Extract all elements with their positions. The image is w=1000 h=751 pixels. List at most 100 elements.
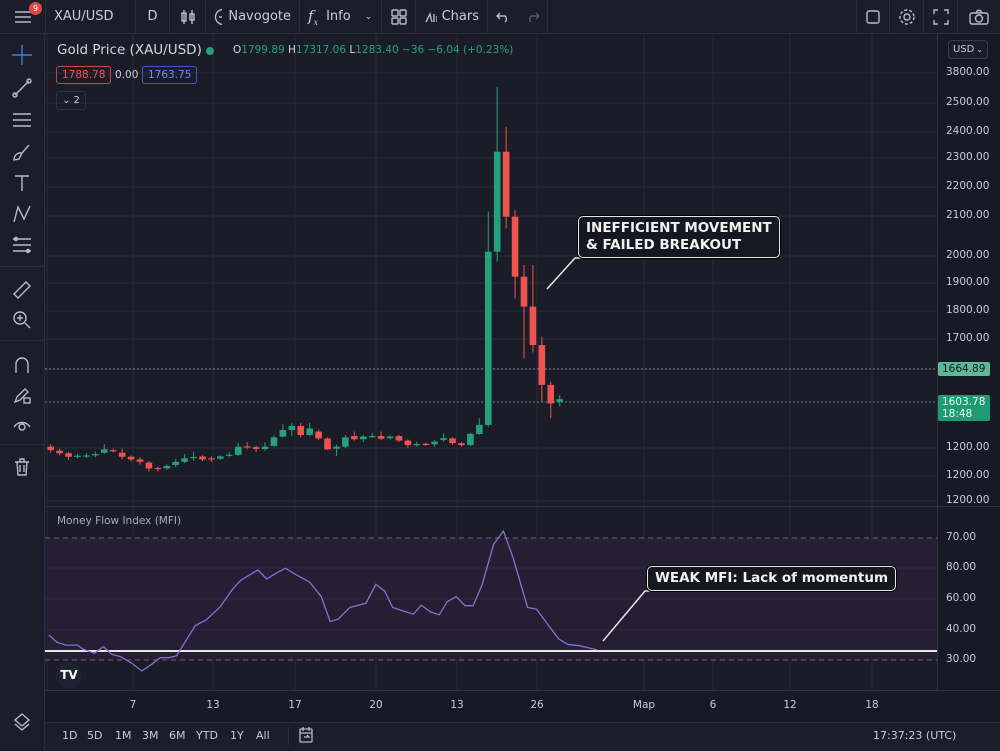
range-button-3m[interactable]: 3M: [142, 729, 159, 742]
range-button-ytd[interactable]: YTD: [196, 729, 218, 742]
candle-body: [351, 436, 358, 440]
range-button-1m[interactable]: 1M: [115, 729, 132, 742]
time-tick-label: 7: [129, 699, 137, 711]
price-tick-label: 1200.00: [946, 494, 990, 506]
candle-body: [56, 450, 63, 454]
fullscreen-toggle-button[interactable]: [856, 0, 890, 33]
horizontal-lines-tool[interactable]: [10, 108, 34, 132]
object-tree-button[interactable]: [10, 710, 34, 734]
utc-clock[interactable]: 17:37:23 (UTC): [873, 729, 957, 742]
candle-body: [181, 458, 188, 462]
candle-body: [359, 436, 367, 440]
square-icon: [866, 9, 880, 24]
lock-drawings-tool[interactable]: [10, 383, 34, 407]
price-tick-label: 1700.00: [946, 332, 990, 344]
lines-icon: [13, 113, 31, 127]
price-tick-label: 2200.00: [946, 180, 990, 192]
low-label: L: [349, 44, 356, 56]
zoom-tool[interactable]: [10, 308, 34, 332]
candle-body: [47, 446, 54, 451]
notification-badge: 9: [29, 2, 42, 15]
candle-body: [65, 453, 72, 457]
redo-button[interactable]: [518, 0, 548, 33]
magnet-tool[interactable]: [10, 353, 34, 377]
text-tool[interactable]: [10, 171, 34, 195]
text-icon: [15, 175, 29, 191]
candle-body: [458, 443, 465, 446]
candle-body: [493, 151, 501, 252]
undo-button[interactable]: [488, 0, 518, 33]
annotation-line: INEFFICIENT MOVEMENT: [586, 220, 772, 236]
measure-tool[interactable]: [10, 278, 34, 302]
candle-body: [92, 454, 99, 456]
candle-body: [511, 216, 519, 277]
candle-body: [172, 461, 180, 465]
price-tick-label: 1900.00: [946, 276, 990, 288]
candle-body: [83, 455, 90, 457]
tradingview-logo[interactable]: TV: [56, 662, 82, 688]
range-button-6m[interactable]: 6M: [169, 729, 186, 742]
gear-icon: [899, 8, 915, 25]
brush-tool[interactable]: [10, 140, 34, 164]
candle-body: [199, 456, 206, 460]
indicator-count: 2: [73, 95, 80, 106]
brush-icon: [13, 144, 30, 161]
pattern-icon: [13, 205, 31, 223]
layout-button[interactable]: [382, 0, 416, 33]
range-button-5d[interactable]: 5D: [87, 729, 103, 742]
indicators-button[interactable]: fx Info ⌄: [300, 0, 382, 33]
navigate-button[interactable]: Navogote: [206, 0, 300, 33]
fullscreen-button[interactable]: [924, 0, 958, 33]
magnet-icon: [15, 357, 29, 373]
candle-body: [404, 440, 412, 446]
candle-body: [261, 446, 269, 450]
candle-body: [288, 425, 296, 430]
candle-body: [127, 456, 135, 460]
hide-drawings-tool[interactable]: [10, 413, 34, 437]
currency-label: USD: [952, 44, 975, 55]
pattern-tool[interactable]: [10, 202, 34, 226]
menu-button[interactable]: [0, 0, 46, 33]
price-tick-label: 2500.00: [946, 96, 990, 108]
range-button-1y[interactable]: 1Y: [230, 729, 244, 742]
mfi-title: Money Flow Index (MFI): [57, 515, 182, 527]
bottom-toolbar: [45, 722, 1000, 751]
candle-body: [100, 449, 108, 453]
candle-body: [342, 437, 349, 447]
plus-circle-icon: [214, 8, 223, 25]
sell-price-button[interactable]: 1788.78: [56, 66, 112, 84]
candle-body: [109, 450, 117, 452]
ruler-icon: [13, 281, 31, 299]
price-annotation[interactable]: INEFFICIENT MOVEMENT & FAILED BREAKOUT: [578, 216, 780, 258]
fib-tool[interactable]: [10, 233, 34, 257]
interval-button[interactable]: D: [136, 0, 170, 33]
range-button-all[interactable]: All: [256, 729, 270, 742]
symbol-search-button[interactable]: XAU/USD: [46, 0, 136, 33]
candle-body: [315, 431, 322, 439]
mfi-tick-label: 70.00: [946, 531, 977, 543]
screenshot-button[interactable]: [958, 0, 1000, 33]
chart-type-button[interactable]: [170, 0, 206, 33]
charts-button[interactable]: Chars: [416, 0, 488, 33]
currency-select[interactable]: USD ⌄: [948, 40, 988, 59]
goto-date-button[interactable]: [298, 726, 314, 748]
collapse-indicators-button[interactable]: ⌄ 2: [56, 91, 86, 110]
remove-drawings-tool[interactable]: [10, 455, 34, 479]
annotation-pointer: [546, 257, 590, 290]
candle-body: [377, 436, 385, 439]
mfi-tick-label: 60.00: [946, 592, 977, 604]
candle-body: [556, 399, 564, 402]
crosshair-tool[interactable]: [10, 43, 34, 67]
candle-body: [243, 446, 251, 448]
price-tick-label: 2300.00: [946, 151, 990, 163]
settings-button[interactable]: [890, 0, 924, 33]
time-tick-label: 18: [865, 699, 879, 711]
candle-body: [547, 384, 555, 404]
candles-icon: [180, 9, 195, 24]
mfi-annotation[interactable]: WEAK MFI: Lack of momentum: [647, 566, 897, 591]
range-button-1d[interactable]: 1D: [62, 729, 78, 742]
buy-price-button[interactable]: 1763.75: [142, 66, 198, 84]
last-price-tag: 1603.78 18:48: [938, 395, 990, 421]
trend-line-tool[interactable]: [10, 76, 34, 100]
